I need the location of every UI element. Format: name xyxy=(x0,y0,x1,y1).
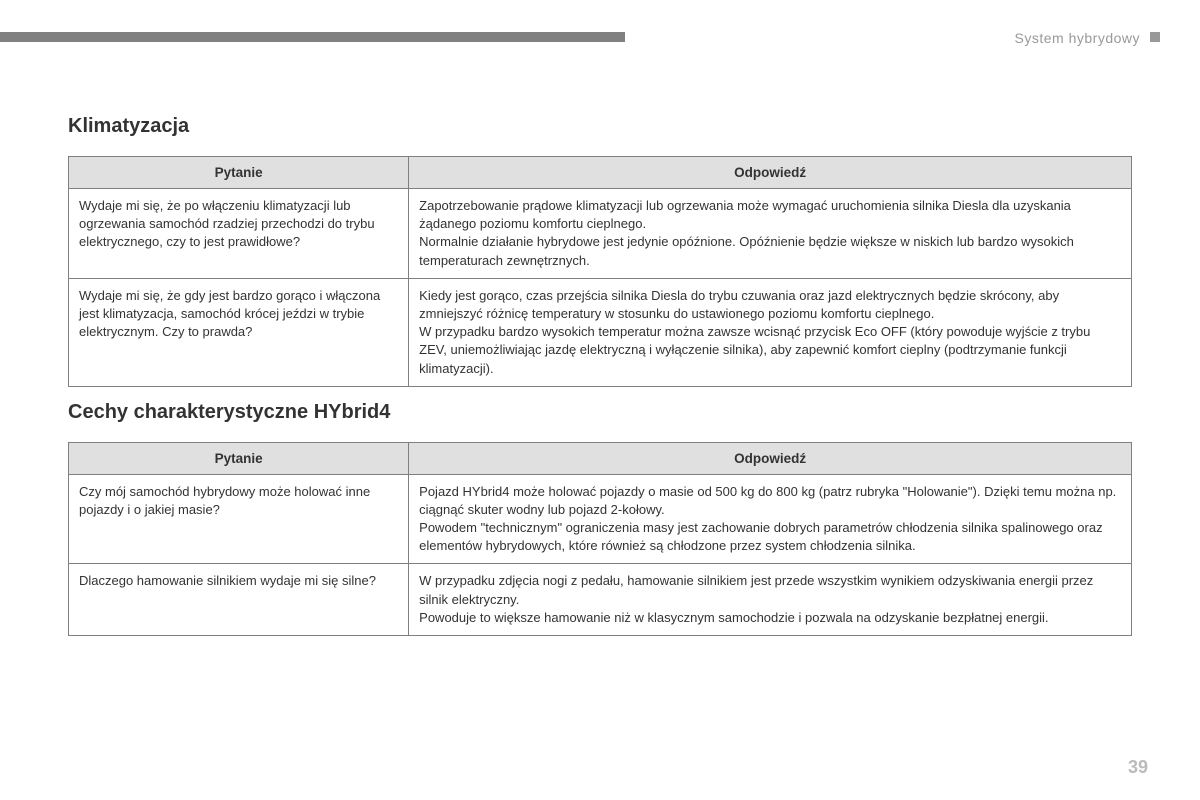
col-header-question: Pytanie xyxy=(69,442,409,474)
cell-question: Wydaje mi się, że po włączeniu klimatyza… xyxy=(69,189,409,279)
table-row: Dlaczego hamowanie silnikiem wydaje mi s… xyxy=(69,564,1132,636)
table-header-row: Pytanie Odpowiedź xyxy=(69,442,1132,474)
header-marker xyxy=(1150,32,1160,42)
cell-question: Wydaje mi się, że gdy jest bardzo gorąco… xyxy=(69,278,409,386)
section-hybrid4: Cechy charakterystyczne HYbrid4 Pytanie … xyxy=(68,401,1132,636)
cell-question: Czy mój samochód hybrydowy może holować … xyxy=(69,474,409,564)
col-header-question: Pytanie xyxy=(69,157,409,189)
section-label: System hybrydowy xyxy=(1015,30,1140,46)
cell-answer: Zapotrzebowanie prądowe klimatyzacji lub… xyxy=(409,189,1132,279)
section-klimatyzacja: Klimatyzacja Pytanie Odpowiedź Wydaje mi… xyxy=(68,115,1132,387)
section1-title: Klimatyzacja xyxy=(68,115,1132,138)
table-row: Czy mój samochód hybrydowy może holować … xyxy=(69,474,1132,564)
table-row: Wydaje mi się, że po włączeniu klimatyza… xyxy=(69,189,1132,279)
cell-answer: Pojazd HYbrid4 może holować pojazdy o ma… xyxy=(409,474,1132,564)
page-content: Klimatyzacja Pytanie Odpowiedź Wydaje mi… xyxy=(68,115,1132,636)
col-header-answer: Odpowiedź xyxy=(409,442,1132,474)
page-number: 39 xyxy=(1128,757,1148,778)
cell-question: Dlaczego hamowanie silnikiem wydaje mi s… xyxy=(69,564,409,636)
col-header-answer: Odpowiedź xyxy=(409,157,1132,189)
table-row: Wydaje mi się, że gdy jest bardzo gorąco… xyxy=(69,278,1132,386)
section2-table: Pytanie Odpowiedź Czy mój samochód hybry… xyxy=(68,442,1132,636)
section2-title: Cechy charakterystyczne HYbrid4 xyxy=(68,401,1132,424)
cell-answer: W przypadku zdjęcia nogi z pedału, hamow… xyxy=(409,564,1132,636)
table-header-row: Pytanie Odpowiedź xyxy=(69,157,1132,189)
section1-table: Pytanie Odpowiedź Wydaje mi się, że po w… xyxy=(68,156,1132,387)
header-bar xyxy=(0,32,625,42)
cell-answer: Kiedy jest gorąco, czas przejścia silnik… xyxy=(409,278,1132,386)
